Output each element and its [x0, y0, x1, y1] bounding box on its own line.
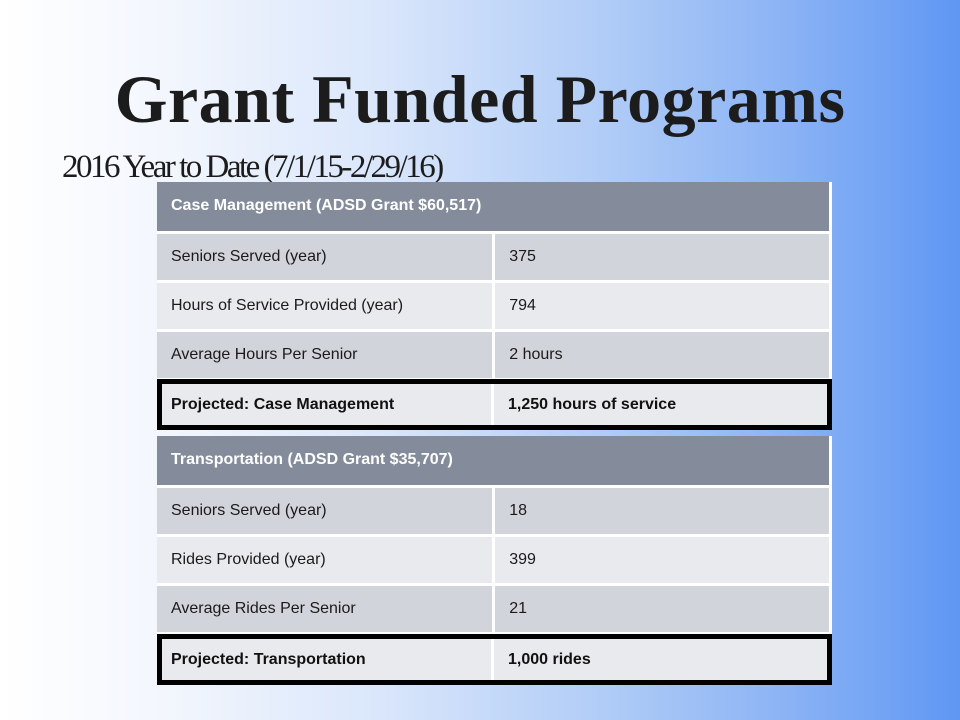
row-label: Average Hours Per Senior	[157, 330, 496, 381]
slide-title: Grant Funded Programs	[114, 61, 846, 137]
row-value: 375	[493, 232, 832, 283]
row-value: 399	[493, 535, 832, 586]
slide-subtitle: 2016 Year to Date (7/1/15-2/29/16)	[62, 149, 444, 185]
row-label: Hours of Service Provided (year)	[157, 281, 496, 332]
table-row: Average Hours Per Senior 2 hours	[157, 330, 832, 381]
table-row: Seniors Served (year) 375	[157, 232, 832, 283]
projected-label: Projected: Transportation	[162, 639, 494, 680]
table-row: Average Rides Per Senior 21	[157, 584, 832, 635]
case-management-table: Case Management (ADSD Grant $60,517) Sen…	[157, 182, 832, 381]
row-label: Seniors Served (year)	[157, 486, 496, 537]
table-row: Seniors Served (year) 18	[157, 486, 832, 537]
table-header-row: Case Management (ADSD Grant $60,517)	[157, 182, 832, 234]
row-value: 18	[493, 486, 832, 537]
row-label: Average Rides Per Senior	[157, 584, 496, 635]
table-row: Rides Provided (year) 399	[157, 535, 832, 586]
transportation-table: Transportation (ADSD Grant $35,707) Seni…	[157, 436, 832, 635]
projected-label: Projected: Case Management	[162, 384, 494, 425]
table-header-row: Transportation (ADSD Grant $35,707)	[157, 436, 832, 488]
table-row: Hours of Service Provided (year) 794	[157, 281, 832, 332]
transportation-projected-row: Projected: Transportation 1,000 rides	[157, 634, 832, 685]
case-management-header: Case Management (ADSD Grant $60,517)	[157, 182, 832, 234]
case-management-projected-row: Projected: Case Management 1,250 hours o…	[157, 379, 832, 430]
row-value: 21	[493, 584, 832, 635]
row-value: 2 hours	[493, 330, 832, 381]
projected-value: 1,000 rides	[508, 650, 591, 668]
row-label: Rides Provided (year)	[157, 535, 496, 586]
row-value: 794	[493, 281, 832, 332]
transportation-header: Transportation (ADSD Grant $35,707)	[157, 436, 832, 488]
projected-value: 1,250 hours of service	[508, 395, 677, 413]
row-label: Seniors Served (year)	[157, 232, 496, 283]
